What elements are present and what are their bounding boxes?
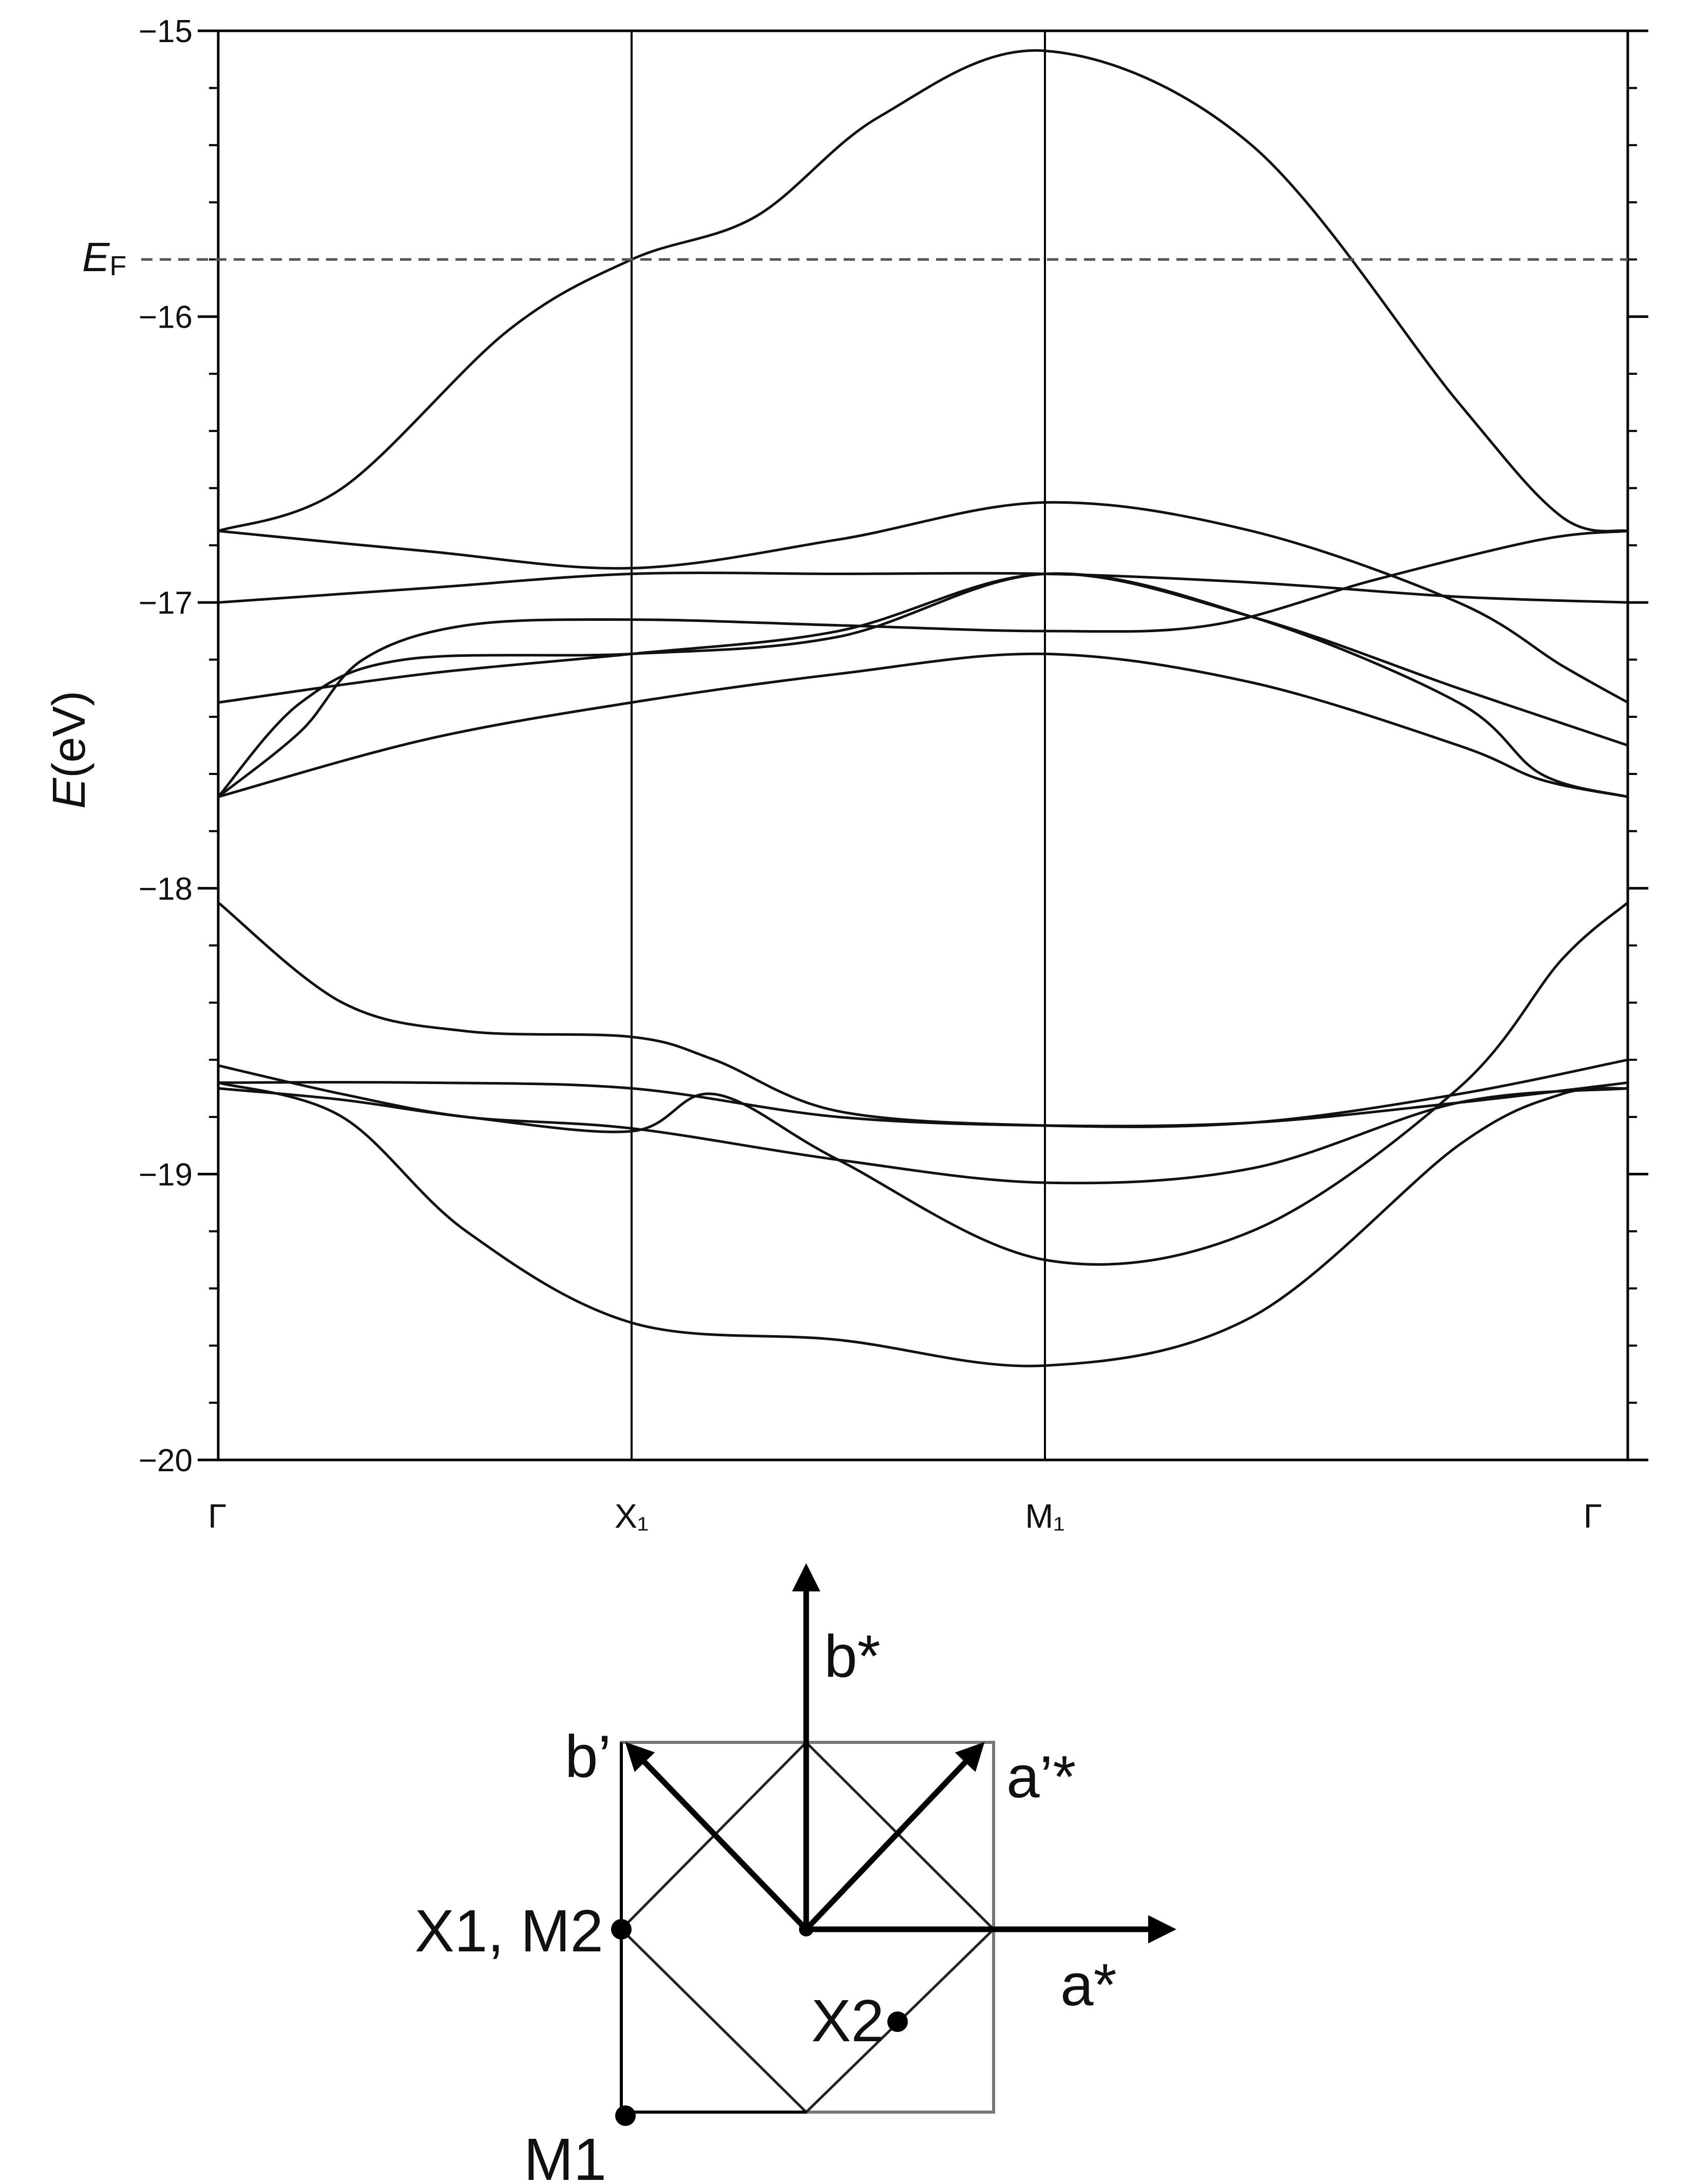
fermi-label-sub: F — [109, 251, 126, 281]
k-point-label: M₁ — [1025, 1497, 1064, 1535]
band-curve-band-8 — [217, 901, 1628, 1128]
b-prime-arrow — [625, 1742, 808, 1931]
k-point-label: X₁ — [615, 1497, 649, 1535]
band-curve-band-7 — [218, 652, 1628, 799]
gamma-point — [799, 1922, 813, 1936]
tick-labels: −15 −16 −17 −18 −19 −20 — [139, 14, 193, 1478]
b-star-label: b* — [824, 1623, 881, 1689]
major-ticks — [198, 29, 1648, 1461]
brillouin-zone-diagram: b* a* b’ a’* X1, M2 X2 M1 — [415, 1563, 1176, 2184]
fermi-level-label: EF — [82, 234, 126, 281]
band-curve-band-9 — [218, 1080, 1628, 1128]
y-tick-label: −16 — [139, 300, 193, 335]
band-curve-band-2 — [218, 501, 1629, 704]
m1-label: M1 — [524, 2126, 606, 2184]
x1-m2-label: X1, M2 — [415, 1897, 603, 1964]
band-structure-plot: −15−16−17−18−19−20 Γ X₁ M₁ Γ EF E(eV) — [44, 14, 1648, 1535]
a-prime-star-arrow — [804, 1742, 985, 1931]
k-point-label: Γ — [208, 1497, 226, 1535]
band-curve-band-12 — [218, 1081, 1628, 1368]
x2-point — [887, 2011, 908, 2032]
b-prime-label: b’ — [565, 1723, 611, 1790]
a-star-label: a* — [1060, 1951, 1117, 2018]
y-tick-label: −15 — [139, 14, 193, 49]
minor-ticks — [209, 30, 1637, 1461]
band-curve-band-4 — [218, 572, 1628, 747]
band-curve-band-6 — [217, 572, 1628, 799]
band-curve-band-3 — [218, 571, 1628, 604]
k-point-labels: Γ X₁ M₁ Γ — [208, 1497, 1602, 1535]
bands — [217, 49, 1629, 1368]
a-prime-star-label: a’* — [1006, 1743, 1076, 1810]
y-tick-label: −20 — [139, 1443, 193, 1478]
fermi-label-main: E — [82, 234, 110, 280]
y-tick-label: −18 — [139, 871, 193, 907]
m1-point — [615, 2105, 636, 2126]
k-point-lines — [630, 31, 1046, 1460]
x1-m2-point — [611, 1919, 632, 1940]
y-tick-label: −19 — [139, 1157, 193, 1192]
band-curve-band-1 — [218, 49, 1628, 533]
y-axis-label: E(eV) — [44, 691, 95, 809]
k-point-label: Γ — [1584, 1497, 1602, 1535]
y-axis-label-symbol: E — [44, 777, 95, 809]
y-tick-label: −17 — [139, 585, 193, 621]
y-axis-label-unit: (eV) — [44, 691, 95, 778]
band-curve-band-5 — [217, 529, 1628, 798]
plot-frame — [217, 29, 1629, 1461]
x2-label: X2 — [811, 1987, 884, 2054]
band-curve-band-11 — [218, 901, 1629, 1266]
